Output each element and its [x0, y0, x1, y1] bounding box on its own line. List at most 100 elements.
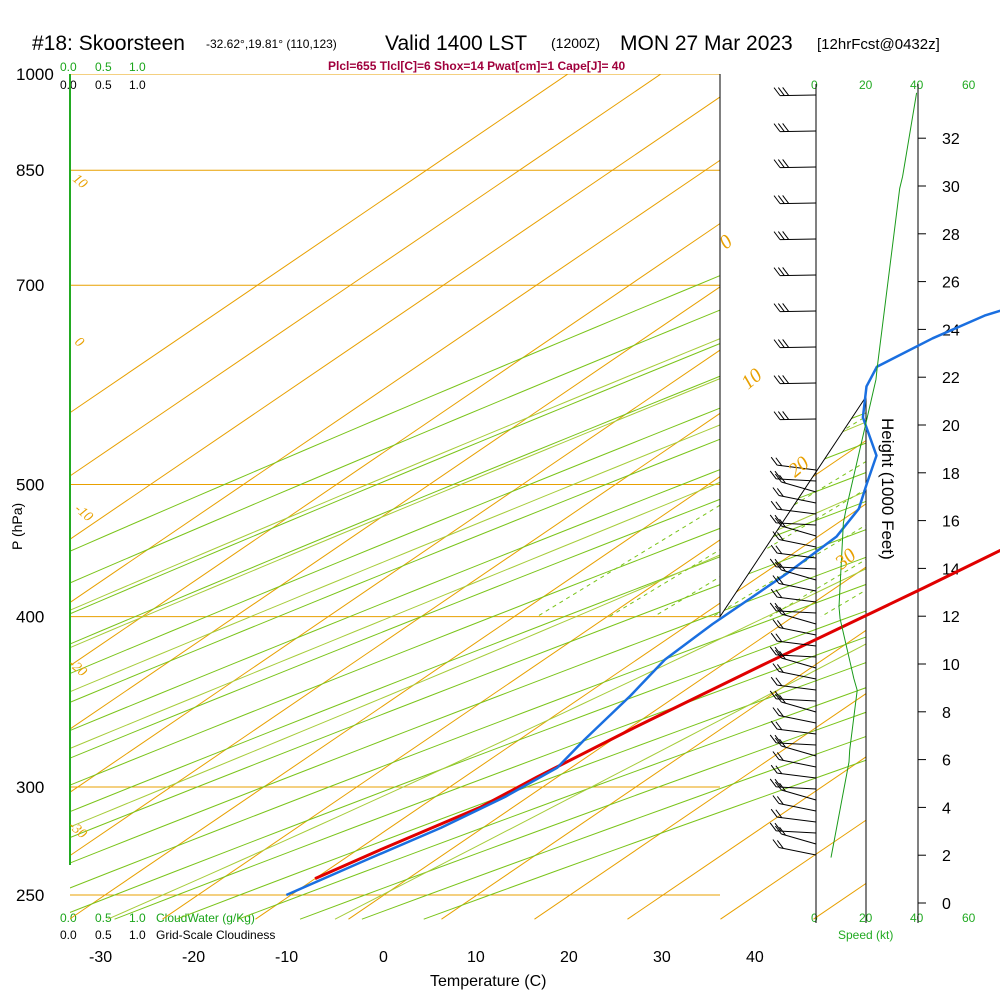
wind-barb — [777, 508, 817, 515]
temperature-tick-label: -10 — [275, 949, 298, 966]
dry-adiabat-line — [70, 74, 866, 920]
cloudiness-tick-bottom: 0.5 — [95, 928, 112, 942]
dry-adiabat-line — [70, 74, 866, 920]
wind-barb-flag — [769, 514, 777, 524]
adiabat-label: 20 — [784, 452, 813, 482]
moist-adiabat-line — [70, 74, 866, 920]
height-axis-title: Height (1000 Feet) — [878, 418, 897, 560]
dry-adiabat-line — [70, 74, 866, 920]
utc-time: (1200Z) — [551, 35, 600, 51]
wind-barb-flag — [775, 809, 783, 819]
wind-barb-flag — [782, 159, 790, 168]
wind-barb-flag — [776, 664, 784, 673]
moist-adiabat-line — [70, 74, 866, 920]
wind-barb-flag — [774, 605, 782, 615]
wind-barb — [780, 202, 817, 205]
cloudwater-tick-top: 0.5 — [95, 60, 112, 74]
wind-barb-flag — [779, 606, 786, 616]
wind-barb — [781, 613, 817, 625]
wind-barb — [778, 671, 817, 680]
wind-barb-flag — [779, 474, 786, 484]
temperature-tick-label: 20 — [560, 949, 578, 966]
isotherm-line — [70, 74, 866, 920]
x-axis-title: Temperature (C) — [430, 973, 546, 990]
dewpoint-line — [285, 309, 1000, 897]
wind-barb — [780, 346, 817, 349]
mixing-ratio-line — [712, 74, 866, 618]
mixing-ratio-line — [888, 74, 1000, 617]
speed-axis-label: Speed (kt) — [838, 928, 893, 942]
isotherm-line — [162, 74, 866, 920]
dry-adiabat-line — [70, 74, 866, 920]
y-axis-title: P (hPa) — [9, 503, 25, 550]
wind-barb-flag — [779, 518, 786, 528]
wind-barb — [777, 772, 817, 779]
wind-barb — [777, 596, 817, 603]
isotherm-line — [70, 74, 866, 920]
wind-barb-flag — [772, 487, 780, 496]
pressure-tick-label: 500 — [16, 476, 44, 495]
wind-barb-flag — [773, 231, 781, 240]
wind-barb-flag — [773, 123, 781, 132]
dry-adiabat-line — [70, 74, 866, 920]
cloudwater-tick-top: 1.0 — [129, 60, 146, 74]
height-tick-label: 16 — [942, 514, 960, 531]
moist-adiabat-line — [70, 74, 866, 920]
wind-barb-flag — [772, 619, 780, 628]
pressure-tick-label: 1000 — [16, 65, 54, 84]
wind-barb — [777, 816, 817, 823]
wind-barb-flag — [775, 589, 783, 599]
wind-barb — [777, 684, 817, 691]
wind-barb-flag — [777, 87, 785, 96]
wind-barb — [780, 382, 817, 385]
adiabat-label: 10 — [737, 364, 766, 394]
moist-adiabat-line — [70, 74, 866, 920]
wind-barb — [781, 701, 817, 713]
wind-barb-flag — [779, 650, 786, 660]
wind-barb-flag — [772, 751, 780, 760]
wind-barb-flag — [774, 649, 782, 659]
wind-barb — [777, 728, 817, 735]
wind-barb-flag — [774, 602, 782, 612]
temperature-tick-label: -30 — [89, 949, 112, 966]
moist-adiabat-line — [70, 74, 866, 920]
wind-barb — [778, 495, 817, 504]
height-tick-label: 30 — [942, 179, 960, 196]
height-tick-label: 8 — [942, 705, 951, 722]
dry-adiabat-line — [70, 74, 866, 920]
wind-barb — [781, 657, 817, 669]
wind-barb-flag — [779, 694, 786, 704]
cloudiness-tick-top: 0.0 — [60, 78, 77, 92]
cloudwater-tick-bottom: 0.5 — [95, 911, 112, 925]
height-tick-label: 6 — [942, 753, 951, 770]
valid-time: Valid 1400 LST — [385, 32, 527, 55]
wind-barb-flag — [776, 708, 784, 717]
temperature-tick-label: -20 — [182, 949, 205, 966]
dry-adiabat-line — [70, 74, 866, 920]
wind-barb-flag — [774, 558, 782, 568]
temperature-tick-label: 10 — [467, 949, 485, 966]
wind-barb-flag — [782, 375, 790, 384]
wind-barb-flag — [777, 159, 785, 168]
wind-barb-flag — [773, 159, 781, 168]
temperature-tick-label: 40 — [746, 949, 764, 966]
temperature-line — [314, 548, 1000, 881]
wind-barb-flag — [773, 87, 781, 96]
mixing-ratio-line — [536, 74, 866, 618]
wind-barb — [778, 759, 817, 768]
wind-barb-flag — [777, 339, 785, 348]
pressure-tick-label: 400 — [16, 608, 44, 627]
speed-tick-top: 20 — [859, 78, 873, 92]
wind-barb — [780, 238, 817, 241]
wind-barb-flag — [775, 721, 783, 731]
dry-adiabat-line — [176, 74, 866, 920]
wind-barb-flag — [775, 765, 783, 775]
height-tick-label: 2 — [942, 848, 951, 865]
wind-barb-flag — [773, 411, 781, 420]
wind-barb-flag — [769, 602, 777, 612]
dry-adiabat-line — [70, 74, 866, 920]
wind-barb-flag — [777, 267, 785, 276]
wind-barb — [778, 539, 817, 548]
cloudwater-tick-bottom: 0.0 — [60, 911, 77, 925]
